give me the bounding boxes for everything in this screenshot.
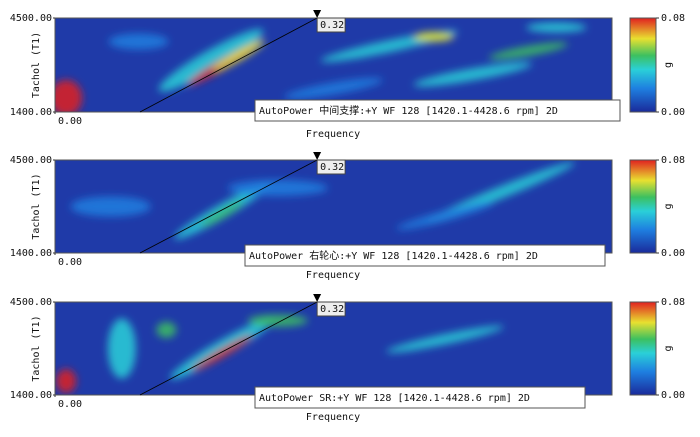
texture-blob — [107, 318, 136, 379]
order-line — [139, 301, 318, 396]
texture-blob — [56, 369, 77, 394]
colorbar-label: g — [663, 345, 674, 351]
texture-blob — [70, 196, 151, 217]
cursor-box — [316, 159, 346, 175]
colorbar — [629, 17, 657, 113]
y-axis-label: Tachol (T1) — [31, 173, 42, 239]
texture-blob — [169, 317, 275, 380]
order-line — [139, 17, 318, 113]
legend-text: AutoPower SR:+Y WF 128 [1420.1-4428.6 rp… — [259, 393, 530, 404]
colorbar-tick-label: 0.00 — [661, 390, 685, 401]
heatmap — [55, 302, 612, 395]
x-axis-label: Frequency — [306, 412, 360, 423]
y-tick-label: 1400.00 — [10, 248, 52, 259]
y-tick-label: 4500.00 — [10, 297, 52, 308]
texture-blob — [489, 42, 568, 60]
heatmap — [55, 160, 612, 253]
texture-blob — [227, 179, 328, 196]
texture-blob — [526, 22, 587, 33]
texture-blob — [158, 29, 264, 92]
texture-blob — [247, 314, 308, 327]
cursor-marker — [313, 152, 322, 160]
colorbar-tick-label: 0.08 — [661, 297, 685, 308]
colorbar-tick-label: 0.08 — [661, 13, 685, 24]
y-tick-label: 4500.00 — [10, 155, 52, 166]
legend-text: AutoPower 右轮心:+Y WF 128 [1420.1-4428.6 r… — [249, 249, 538, 262]
texture-blob — [386, 325, 504, 353]
texture-blob — [413, 62, 532, 87]
y-axis-label: Tachol (T1) — [31, 315, 42, 381]
legend-box — [244, 244, 606, 267]
cursor-box — [316, 301, 346, 317]
x-tick-label: 0.00 — [58, 257, 82, 268]
x-axis-label: Frequency — [306, 129, 360, 140]
x-axis-label: Frequency — [306, 270, 360, 281]
x-tick-label: 0.00 — [58, 116, 82, 127]
x-tick-label: 0.00 — [58, 399, 82, 410]
texture-blob — [284, 77, 383, 100]
colorbar-label: g — [663, 203, 674, 209]
texture-blob — [108, 33, 169, 50]
colorbar — [629, 159, 657, 254]
legend-box — [254, 99, 621, 122]
cursor-box — [316, 17, 346, 33]
legend-text: AutoPower 中间支撑:+Y WF 128 [1420.1-4428.6 … — [259, 104, 558, 117]
texture-blob — [156, 321, 177, 338]
texture-blob — [200, 200, 244, 227]
cursor-label: 0.32 — [320, 162, 344, 173]
cursor-label: 0.32 — [320, 20, 344, 31]
y-tick-label: 1400.00 — [10, 390, 52, 401]
colorbar-tick-label: 0.08 — [661, 155, 685, 166]
cursor-marker — [313, 294, 322, 302]
texture-blob — [212, 39, 265, 72]
y-tick-label: 4500.00 — [10, 13, 52, 24]
cursor-marker — [313, 10, 322, 18]
texture-blob — [396, 201, 494, 230]
texture-blob — [55, 79, 83, 112]
colorbar-tick-label: 0.00 — [661, 248, 685, 259]
texture-blob — [413, 31, 454, 42]
heatmap — [55, 18, 612, 112]
cursor-label: 0.32 — [320, 304, 344, 315]
colorbar-tick-label: 0.00 — [661, 107, 685, 118]
y-tick-label: 1400.00 — [10, 107, 52, 118]
order-line — [139, 159, 318, 254]
colorbar — [629, 301, 657, 396]
heatmap-bg — [55, 302, 612, 395]
y-axis-label: Tachol (T1) — [31, 32, 42, 98]
texture — [55, 22, 587, 112]
legend-box — [254, 386, 586, 409]
colorbar-label: g — [663, 62, 674, 68]
